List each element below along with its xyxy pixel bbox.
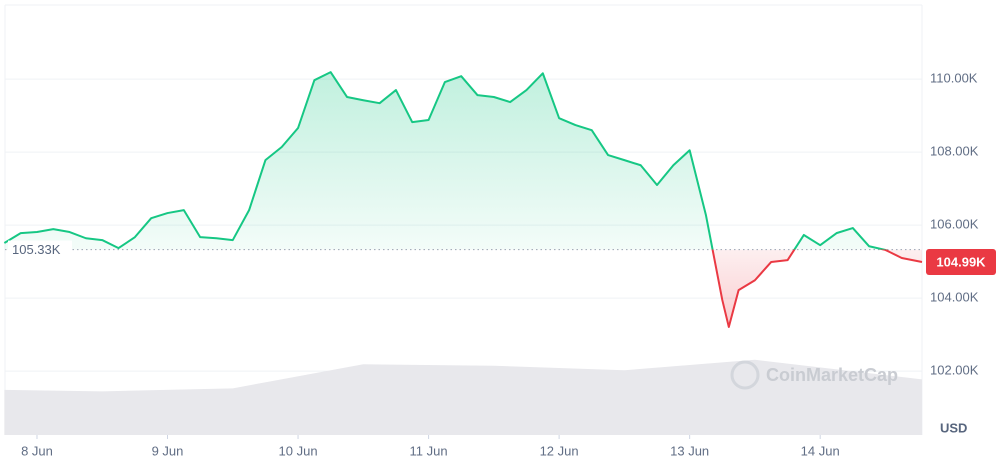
price-line	[3, 71, 923, 328]
baseline-label-bg	[8, 240, 72, 259]
x-tick-label: 11 Jun	[410, 443, 448, 458]
watermark-text: CoinMarketCap	[766, 365, 898, 385]
last-price-box	[926, 248, 996, 275]
y-tick-label: 104.00K	[930, 290, 979, 305]
last-price-label: 104.99K	[936, 254, 986, 269]
x-tick-label: 9 Jun	[152, 443, 184, 458]
currency-label: USD	[940, 420, 967, 435]
watermark: CoinMarketCap	[730, 360, 898, 390]
x-tick-label: 13 Jun	[670, 443, 709, 458]
price-area	[4, 72, 922, 327]
x-tick-label: 12 Jun	[540, 443, 579, 458]
y-tick-label: 106.00K	[930, 217, 979, 232]
y-tick-label: 102.00K	[930, 363, 979, 378]
y-tick-label: 108.00K	[930, 144, 979, 159]
x-tick-label: 14 Jun	[801, 443, 840, 458]
x-tick-label: 8 Jun	[21, 443, 53, 458]
y-tick-label: 110.00K	[930, 71, 978, 86]
volume-area	[4, 359, 922, 435]
x-tick-label: 10 Jun	[279, 443, 318, 458]
baseline-label: 105.33K	[12, 242, 61, 257]
